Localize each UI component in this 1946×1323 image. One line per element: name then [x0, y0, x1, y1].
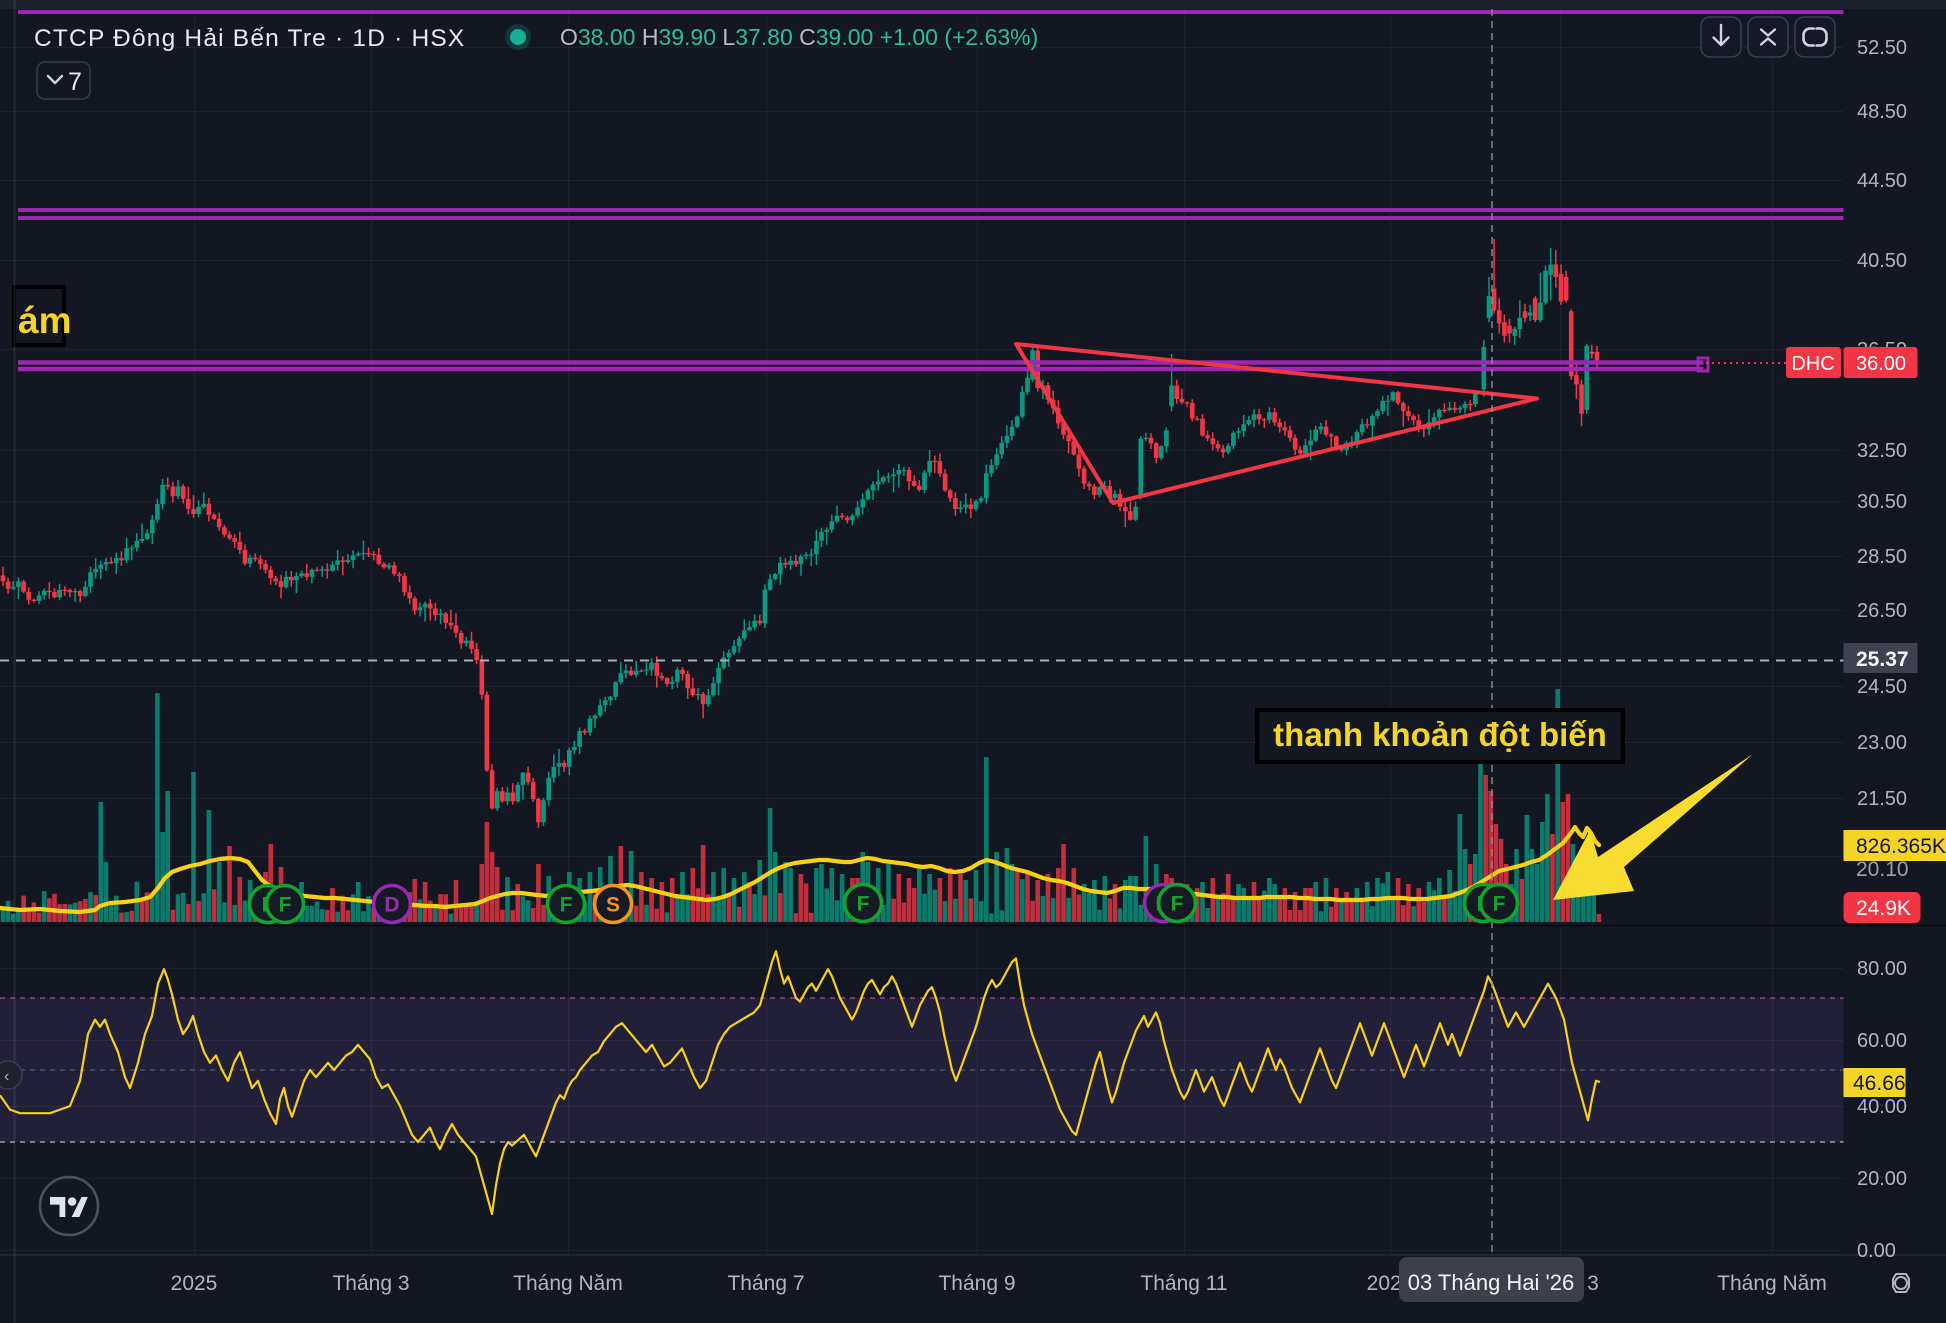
svg-text:48.50: 48.50: [1857, 101, 1907, 123]
svg-text:F: F: [279, 894, 292, 917]
svg-text:7: 7: [68, 68, 82, 96]
svg-text:O38.00 H39.90 L37.80 C39.00 +1: O38.00 H39.90 L37.80 C39.00 +1.00 (+2.63…: [560, 24, 1038, 50]
svg-text:thanh khoản đột biến: thanh khoản đột biến: [1273, 716, 1607, 753]
svg-text:Tháng Năm: Tháng Năm: [1717, 1272, 1827, 1295]
svg-text:20.10: 20.10: [1856, 858, 1909, 881]
svg-text:S: S: [606, 894, 620, 917]
svg-text:28.50: 28.50: [1857, 546, 1907, 568]
svg-text:DHC: DHC: [1791, 353, 1834, 375]
svg-text:D: D: [384, 894, 399, 917]
svg-text:Tháng 3: Tháng 3: [332, 1272, 409, 1295]
svg-text:Tháng 9: Tháng 9: [938, 1272, 1015, 1295]
svg-text:3: 3: [1587, 1272, 1599, 1295]
svg-text:60.00: 60.00: [1857, 1030, 1907, 1052]
svg-text:‹: ‹: [4, 1068, 9, 1085]
svg-text:21.50: 21.50: [1857, 788, 1907, 810]
svg-text:ám: ám: [18, 300, 71, 341]
svg-text:24.9K: 24.9K: [1856, 897, 1911, 920]
svg-text:Tháng Năm: Tháng Năm: [513, 1272, 623, 1295]
svg-text:44.50: 44.50: [1857, 170, 1907, 192]
svg-text:826.365K: 826.365K: [1856, 835, 1946, 858]
svg-text:Tháng 7: Tháng 7: [727, 1272, 804, 1295]
svg-text:36.00: 36.00: [1856, 353, 1906, 375]
svg-text:23.00: 23.00: [1857, 732, 1907, 754]
svg-text:32.50: 32.50: [1857, 440, 1907, 462]
svg-text:24.50: 24.50: [1857, 676, 1907, 698]
svg-text:40.50: 40.50: [1857, 250, 1907, 272]
svg-text:F: F: [1493, 893, 1506, 916]
svg-text:0.00: 0.00: [1857, 1240, 1896, 1262]
svg-text:03 Tháng Hai '26: 03 Tháng Hai '26: [1408, 1270, 1574, 1295]
svg-text:2025: 2025: [171, 1272, 218, 1295]
svg-text:80.00: 80.00: [1857, 958, 1907, 980]
svg-text:30.50: 30.50: [1857, 491, 1907, 513]
svg-text:F: F: [857, 893, 870, 916]
svg-text:CTCP Đông Hải Bến Tre · 1D · H: CTCP Đông Hải Bến Tre · 1D · HSX: [34, 25, 465, 52]
svg-text:F: F: [1171, 893, 1184, 916]
svg-text:52.50: 52.50: [1857, 37, 1907, 59]
svg-text:46.66: 46.66: [1853, 1072, 1906, 1095]
svg-text:Tháng 11: Tháng 11: [1140, 1272, 1227, 1295]
svg-text:25.37: 25.37: [1856, 648, 1909, 671]
svg-text:26.50: 26.50: [1857, 600, 1907, 622]
svg-text:20.00: 20.00: [1857, 1168, 1907, 1190]
svg-text:40.00: 40.00: [1857, 1096, 1907, 1118]
svg-text:F: F: [560, 894, 573, 917]
